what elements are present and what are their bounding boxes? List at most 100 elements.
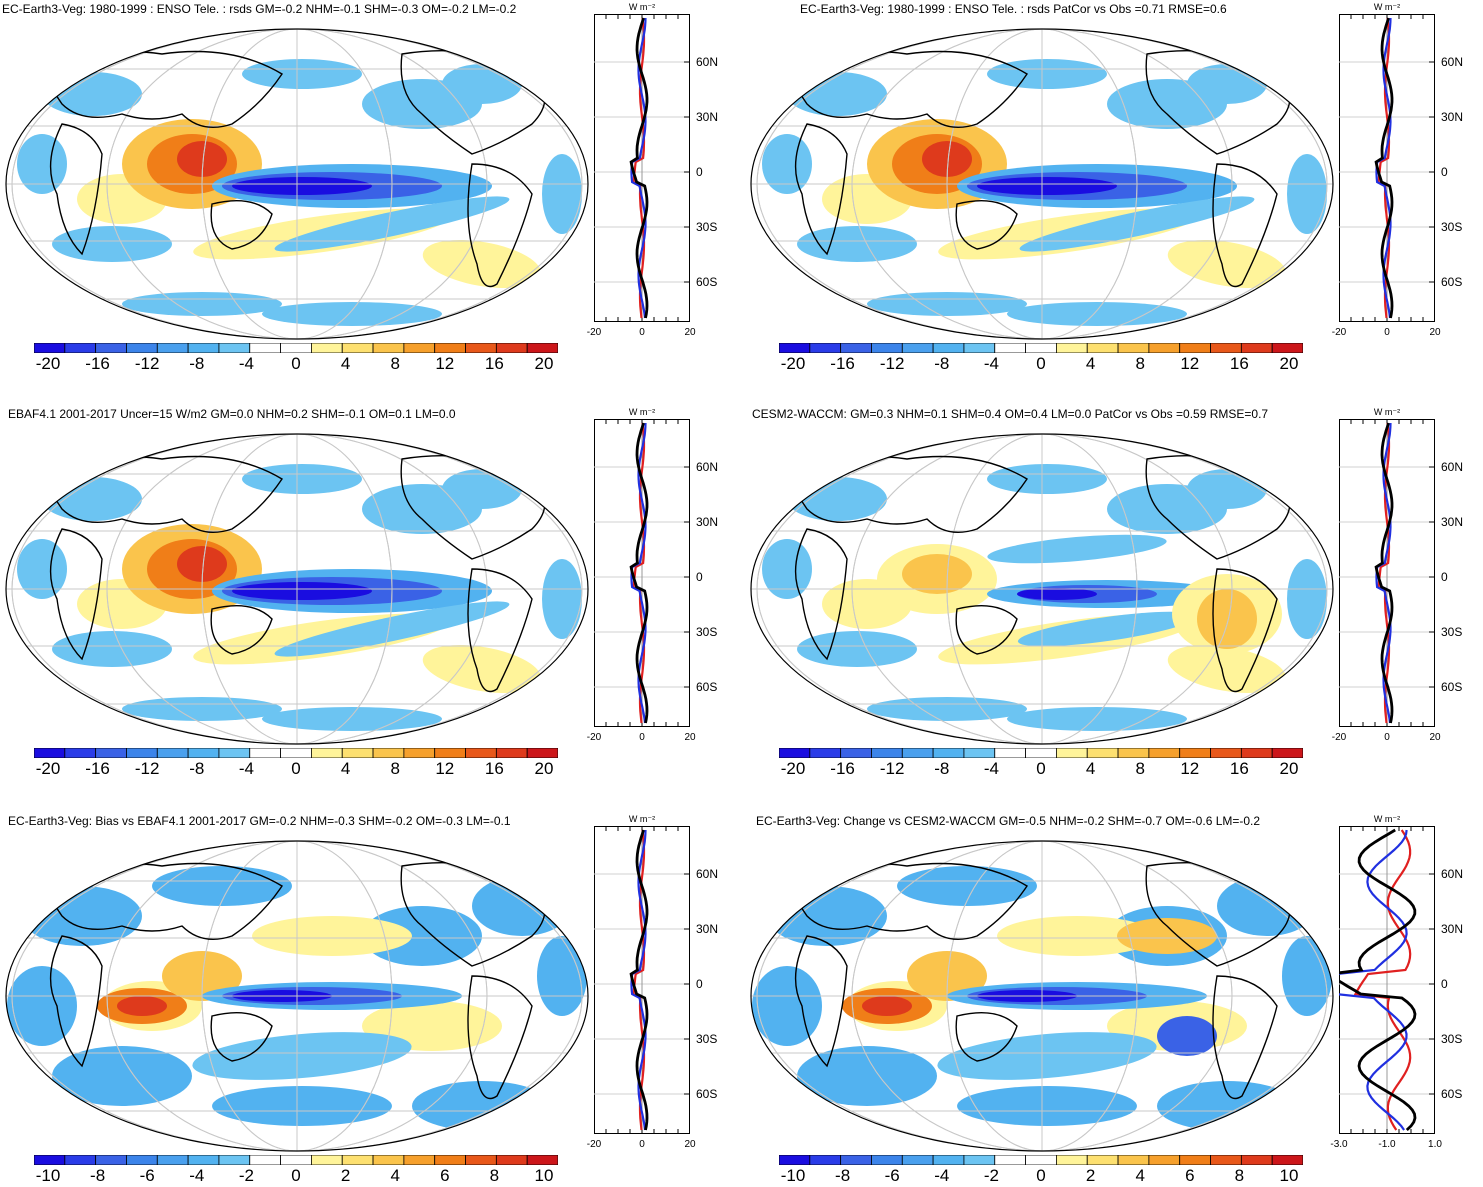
colorbar-swatch: [1056, 1154, 1088, 1166]
colorbar-label: 2: [340, 1166, 351, 1185]
colorbar-label: -2: [238, 1166, 254, 1185]
latitude-label: 60N: [1441, 867, 1464, 881]
zonal-tick-label: -20: [1331, 732, 1347, 743]
colorbar-swatch: [64, 747, 97, 759]
latitude-label: 30N: [696, 515, 719, 529]
unit-label: W m⁻²: [1373, 2, 1401, 12]
colorbar-label: -16: [830, 354, 855, 373]
colorbar-swatch: [187, 1154, 220, 1166]
colorbar-swatch: [126, 342, 158, 354]
colorbar-swatch: [1056, 747, 1088, 759]
colorbar-label: -20: [780, 354, 806, 373]
colorbar-label: 20: [1279, 759, 1299, 778]
colorbar-swatch: [249, 342, 281, 354]
colorbar-swatch: [187, 342, 220, 354]
continent-outline: [786, 455, 1028, 533]
colorbar-swatch: [1148, 1154, 1181, 1166]
zonal-tick-label: 0: [1384, 327, 1390, 338]
colorbar-swatch: [901, 342, 934, 354]
colorbar-swatch: [126, 1154, 158, 1166]
colorbar-label: 16: [484, 759, 504, 778]
continent-outline: [955, 1011, 1018, 1062]
zonal-tick-label: 20: [1429, 732, 1441, 743]
latitude-label: 0: [696, 165, 703, 179]
zonal-tick-label: -20: [1331, 327, 1347, 338]
colorbar-swatch: [434, 747, 466, 759]
colorbar-label: -12: [134, 759, 160, 778]
colorbar-label: -12: [134, 354, 160, 373]
colorbar-label: 4: [340, 759, 351, 778]
colorbar-label: -4: [983, 759, 999, 778]
continent-outline: [210, 1011, 273, 1062]
colorbar-swatch: [341, 1154, 374, 1166]
colorbar-label: -4: [238, 759, 254, 778]
colorbar-swatch: [465, 1154, 497, 1166]
colorbar-swatch: [932, 1154, 965, 1166]
colorbar-swatch: [932, 342, 965, 354]
zonal-line-black: [629, 17, 649, 319]
panel-title: EC-Earth3-Veg: Change vs CESM2-WACCM GM=…: [756, 814, 1261, 828]
colorbar-label: 10: [534, 1166, 554, 1185]
colorbar-swatch: [963, 342, 996, 354]
colorbar-label: -8: [90, 1166, 106, 1185]
panel-title: EC-Earth3-Veg: 1980-1999 : ENSO Tele. : …: [2, 2, 517, 16]
panel-ec-earth-patcor: EC-Earth3-Veg: 1980-1999 : ENSO Tele. : …: [745, 0, 1483, 375]
colorbar-swatch: [95, 747, 127, 759]
colorbar-swatch: [156, 1154, 189, 1166]
colorbar-swatch: [778, 1154, 811, 1166]
latitude-label: 60N: [696, 460, 719, 474]
colorbar-swatch: [280, 1154, 312, 1166]
zonal-line-black: [629, 422, 649, 724]
colorbar-swatch: [95, 1154, 127, 1166]
zonal-tick-label: 0: [1384, 732, 1390, 743]
continent-outline: [41, 862, 283, 940]
latitude-label: 30S: [1441, 1032, 1463, 1046]
colorbar-swatch: [840, 1154, 872, 1166]
colorbar-swatch: [901, 747, 934, 759]
zonal-line-red: [1377, 422, 1391, 724]
colorbar-label: 12: [1180, 354, 1200, 373]
colorbar-label: -20: [35, 354, 61, 373]
colorbar-swatch: [249, 747, 281, 759]
colorbar-label: 0: [291, 1166, 301, 1185]
colorbar-swatch: [403, 342, 436, 354]
colorbar-label: 4: [340, 354, 351, 373]
colorbar-label: -4: [934, 1166, 950, 1185]
colorbar-swatch: [64, 1154, 97, 1166]
robinson-map: [750, 433, 1334, 745]
continent-outline: [210, 199, 273, 250]
colorbar-label: -8: [934, 759, 950, 778]
latitude-label: 60N: [696, 867, 719, 881]
colorbar-swatch: [901, 1154, 934, 1166]
latitude-label: 30S: [696, 1032, 718, 1046]
zonal-mean-plot: [593, 826, 691, 1139]
colorbar-swatch: [95, 342, 127, 354]
colorbar-label: 2: [1085, 1166, 1096, 1185]
latitude-label: 30N: [696, 922, 719, 936]
continent-outline: [1212, 163, 1278, 288]
colorbar-label: 4: [390, 1166, 400, 1185]
colorbar: [778, 340, 1304, 358]
latitude-label: 0: [1441, 165, 1448, 179]
panel-title: CESM2-WACCM: GM=0.3 NHM=0.1 SHM=0.4 OM=0…: [752, 407, 1269, 421]
colorbar-label: 20: [1279, 354, 1299, 373]
colorbar-swatch: [403, 1154, 436, 1166]
colorbar-swatch: [1179, 1154, 1211, 1166]
continent-outline: [1212, 975, 1278, 1100]
unit-label: W m⁻²: [628, 2, 656, 12]
latitude-label: 0: [696, 977, 703, 991]
colorbar-swatch: [341, 747, 374, 759]
colorbar-label: -10: [35, 1166, 61, 1185]
colorbar-swatch: [1271, 1154, 1304, 1166]
colorbar: [33, 1152, 559, 1170]
colorbar-swatch: [1148, 747, 1181, 759]
colorbar-label: 8: [489, 1166, 500, 1185]
colorbar-swatch: [187, 747, 220, 759]
colorbar-swatch: [1179, 342, 1211, 354]
colorbar-swatch: [156, 747, 189, 759]
colorbar-label: -6: [884, 1166, 900, 1185]
colorbar-swatch: [871, 1154, 903, 1166]
colorbar-swatch: [1240, 1154, 1273, 1166]
colorbar-swatch: [994, 1154, 1026, 1166]
zonal-line-black: [1374, 422, 1394, 724]
